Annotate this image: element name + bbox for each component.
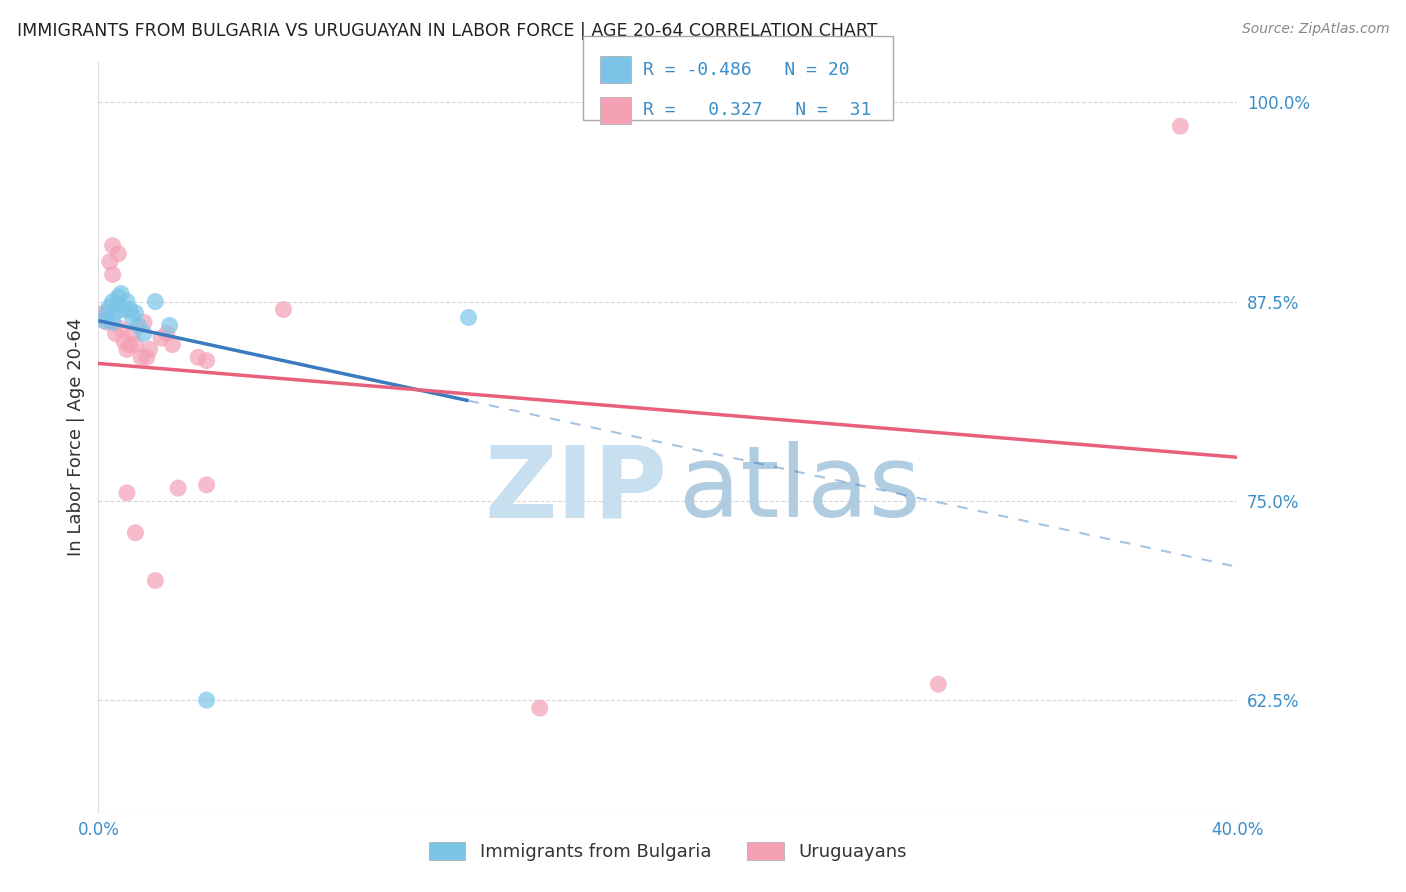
Point bbox=[145, 294, 167, 309]
Point bbox=[124, 525, 146, 540]
Text: R = -0.486   N = 20: R = -0.486 N = 20 bbox=[643, 61, 849, 78]
Legend: Immigrants from Bulgaria, Uruguayans: Immigrants from Bulgaria, Uruguayans bbox=[420, 833, 915, 870]
Point bbox=[167, 481, 190, 495]
Point bbox=[457, 310, 479, 325]
Point bbox=[132, 326, 155, 341]
Point bbox=[107, 290, 129, 304]
Point bbox=[101, 315, 124, 329]
Point bbox=[145, 574, 167, 588]
Point bbox=[118, 337, 141, 351]
Point bbox=[104, 326, 127, 341]
Point bbox=[162, 337, 184, 351]
Point bbox=[195, 693, 218, 707]
Point bbox=[101, 239, 124, 253]
Point bbox=[93, 306, 115, 320]
Point bbox=[124, 306, 146, 320]
Point bbox=[112, 334, 135, 349]
Point bbox=[107, 298, 129, 312]
Text: atlas: atlas bbox=[679, 441, 921, 538]
Point bbox=[115, 294, 138, 309]
Point bbox=[529, 701, 551, 715]
Point bbox=[98, 299, 121, 313]
Text: Source: ZipAtlas.com: Source: ZipAtlas.com bbox=[1241, 22, 1389, 37]
Point bbox=[101, 268, 124, 282]
Point bbox=[115, 343, 138, 357]
Text: R =   0.327   N =  31: R = 0.327 N = 31 bbox=[643, 102, 870, 120]
Point bbox=[110, 321, 132, 335]
Text: IMMIGRANTS FROM BULGARIA VS URUGUAYAN IN LABOR FORCE | AGE 20-64 CORRELATION CHA: IMMIGRANTS FROM BULGARIA VS URUGUAYAN IN… bbox=[17, 22, 877, 40]
Point bbox=[159, 318, 181, 333]
Point bbox=[138, 343, 160, 357]
Point bbox=[135, 351, 157, 365]
Y-axis label: In Labor Force | Age 20-64: In Labor Force | Age 20-64 bbox=[66, 318, 84, 557]
Point bbox=[195, 478, 218, 492]
Point bbox=[124, 337, 146, 351]
Point bbox=[1170, 119, 1192, 133]
Point bbox=[93, 314, 115, 328]
Point bbox=[107, 246, 129, 260]
Point bbox=[110, 286, 132, 301]
Point bbox=[115, 486, 138, 500]
Point bbox=[156, 326, 179, 341]
Point bbox=[118, 302, 141, 317]
Point bbox=[96, 315, 118, 329]
Point bbox=[112, 302, 135, 317]
Point bbox=[96, 306, 118, 320]
Point bbox=[187, 351, 209, 365]
Point bbox=[121, 326, 143, 341]
Point bbox=[121, 310, 143, 325]
Point bbox=[98, 254, 121, 268]
Point bbox=[132, 315, 155, 329]
Point bbox=[127, 318, 149, 333]
Point bbox=[150, 331, 173, 345]
Point bbox=[195, 353, 218, 368]
Point bbox=[273, 302, 295, 317]
Point bbox=[101, 294, 124, 309]
Point bbox=[129, 351, 152, 365]
Point bbox=[104, 306, 127, 320]
Point bbox=[927, 677, 949, 691]
Text: ZIP: ZIP bbox=[485, 441, 668, 538]
